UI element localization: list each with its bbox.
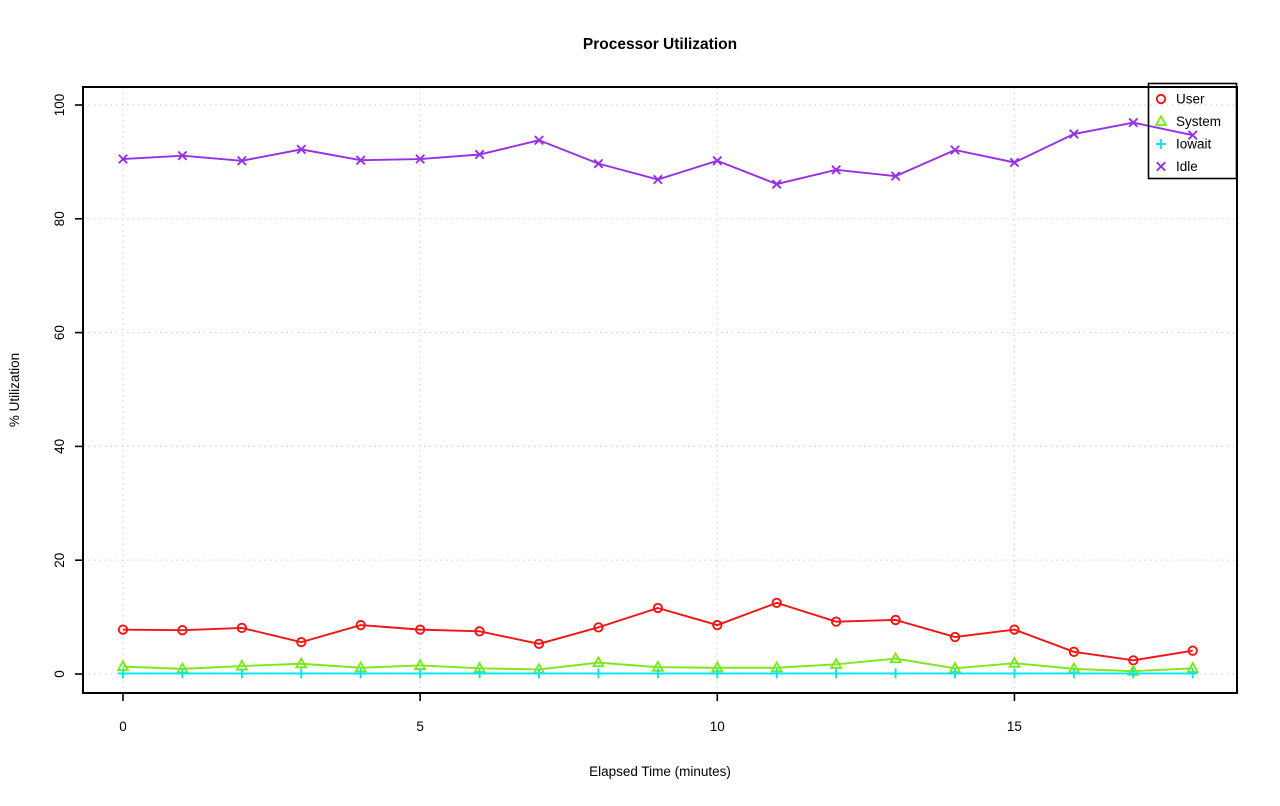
- plus-marker: [1128, 668, 1139, 679]
- legend-entry-idle: Idle: [1176, 159, 1198, 174]
- series-iowait: [118, 668, 1198, 679]
- x-axis-label: Elapsed Time (minutes): [589, 764, 731, 779]
- x-marker: [474, 149, 485, 160]
- circle-marker: [177, 625, 188, 636]
- series-idle-line: [122, 121, 1193, 186]
- triangle-marker: [889, 651, 903, 664]
- legend-entry-iowait: Iowait: [1176, 137, 1212, 152]
- plus-marker: [534, 668, 545, 679]
- x-marker: [236, 155, 247, 166]
- circle-marker: [1009, 624, 1020, 635]
- plus-marker: [831, 668, 842, 679]
- x-marker: [1187, 130, 1198, 141]
- circle-marker: [652, 602, 664, 614]
- plus-marker: [1068, 668, 1079, 679]
- x-marker: [1069, 129, 1079, 139]
- circle-marker: [1187, 645, 1198, 656]
- x-marker: [831, 164, 842, 175]
- legend-entry-system: System: [1176, 114, 1221, 129]
- x-marker: [771, 179, 782, 189]
- x-marker: [1128, 117, 1139, 128]
- circle-marker: [236, 622, 248, 634]
- triangle-marker: [829, 657, 843, 669]
- plus-marker: [1009, 668, 1020, 679]
- triangle-marker: [1154, 114, 1168, 127]
- x-marker: [355, 155, 366, 166]
- x-tick-label: 10: [710, 719, 725, 734]
- plus-marker: [415, 668, 426, 679]
- series-idle: [118, 117, 1198, 189]
- plus-marker: [355, 668, 366, 679]
- y-tick-label: 0: [52, 670, 67, 678]
- circle-marker: [831, 616, 842, 627]
- plus-marker: [236, 668, 247, 679]
- legend-markers: [1154, 93, 1168, 172]
- gridlines: [83, 87, 1237, 693]
- x-tick-label: 5: [416, 719, 424, 734]
- chart-title: Processor Utilization: [583, 36, 737, 53]
- plus-marker: [474, 668, 485, 679]
- x-tick-label: 0: [119, 719, 127, 734]
- circle-marker: [355, 619, 366, 631]
- plus-marker: [652, 668, 663, 679]
- circle-marker: [771, 597, 782, 609]
- y-axis-label: % Utilization: [7, 353, 22, 427]
- x-marker: [296, 144, 307, 155]
- x-marker: [712, 155, 723, 166]
- x-tick-label: 15: [1007, 719, 1022, 734]
- circle-marker: [533, 638, 545, 649]
- x-marker: [890, 171, 901, 181]
- plus-marker: [118, 668, 128, 679]
- circle-marker: [949, 631, 961, 643]
- legend-box: [1147, 82, 1238, 180]
- circle-marker: [117, 624, 129, 635]
- x-marker: [415, 154, 426, 164]
- plus-marker: [1187, 668, 1198, 679]
- axis-ticks: 0 5 10 15 0 20 40 60 80 100: [52, 94, 1022, 734]
- circle-marker: [1068, 646, 1080, 657]
- x-marker: [1009, 157, 1020, 168]
- plus-marker: [950, 668, 961, 679]
- x-marker: [1156, 161, 1166, 172]
- triangle-marker: [1007, 656, 1021, 668]
- plus-marker: [1156, 139, 1166, 149]
- y-tick-label: 100: [52, 94, 67, 117]
- circle-marker: [414, 624, 426, 635]
- circle-marker: [1155, 93, 1167, 105]
- plus-marker: [771, 668, 782, 679]
- circle-marker: [593, 622, 604, 633]
- x-marker: [534, 135, 544, 146]
- plus-marker: [296, 668, 307, 679]
- plus-marker: [712, 668, 723, 679]
- x-marker: [118, 154, 128, 164]
- y-tick-label: 60: [52, 325, 67, 340]
- plot-border: [82, 86, 1238, 694]
- plus-marker: [593, 668, 604, 679]
- legend: User System Iowait Idle: [1147, 82, 1238, 180]
- x-marker: [177, 150, 188, 161]
- triangle-marker: [591, 655, 605, 668]
- triangle-marker: [294, 656, 308, 669]
- y-tick-label: 80: [52, 211, 67, 226]
- legend-entry-user: User: [1176, 92, 1205, 107]
- x-marker: [593, 158, 604, 169]
- circle-marker: [712, 619, 723, 631]
- plus-marker: [177, 668, 188, 679]
- series-user: [117, 597, 1198, 666]
- series-user-line: [122, 601, 1193, 662]
- circle-marker: [890, 614, 901, 626]
- x-marker: [652, 174, 663, 185]
- data-series: [116, 117, 1200, 679]
- y-tick-label: 40: [52, 439, 67, 454]
- circle-marker: [474, 626, 485, 637]
- plus-marker: [890, 668, 901, 679]
- circle-marker: [296, 636, 307, 648]
- x-marker: [950, 145, 960, 155]
- y-tick-label: 20: [52, 553, 67, 568]
- series-system-line: [122, 657, 1193, 673]
